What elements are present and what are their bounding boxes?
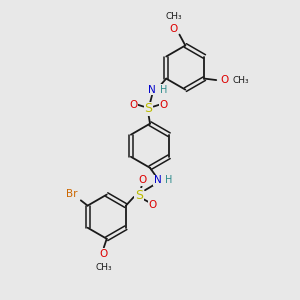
Text: Br: Br [66, 190, 77, 200]
Text: O: O [129, 100, 137, 110]
Text: S: S [135, 189, 143, 202]
Text: O: O [220, 75, 228, 85]
Text: S: S [145, 102, 152, 116]
Text: N: N [154, 175, 161, 185]
Text: O: O [160, 100, 168, 110]
Text: CH₃: CH₃ [232, 76, 249, 85]
Text: CH₃: CH₃ [95, 263, 112, 272]
Text: H: H [166, 175, 173, 185]
Text: O: O [100, 249, 108, 259]
Text: N: N [148, 85, 155, 95]
Text: O: O [169, 24, 178, 34]
Text: O: O [148, 200, 157, 210]
Text: H: H [160, 85, 167, 95]
Text: O: O [139, 175, 147, 185]
Text: CH₃: CH₃ [165, 11, 182, 20]
